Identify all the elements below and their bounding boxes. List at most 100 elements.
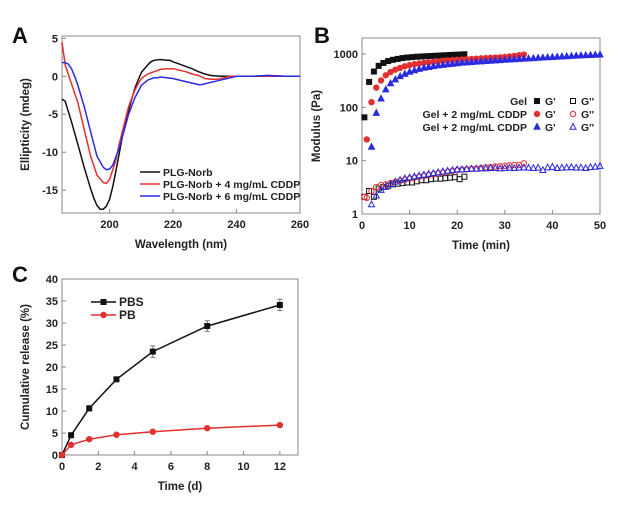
y-tick-label: 40 (46, 274, 58, 286)
legend-g-double-prime: G'' (581, 109, 594, 121)
data-point (481, 56, 490, 65)
data-point (524, 54, 533, 62)
series-line-2 (61, 41, 300, 185)
x-tick-label: 40 (546, 220, 558, 232)
data-point (539, 53, 547, 61)
data-point (472, 57, 481, 65)
data-point (461, 173, 468, 180)
data-point (442, 52, 449, 59)
data-point (434, 167, 442, 176)
data-point (562, 163, 571, 171)
data-point (367, 142, 376, 150)
data-point (591, 162, 600, 170)
data-point (276, 421, 284, 429)
data-point (58, 451, 66, 459)
data-point (432, 52, 439, 59)
data-point (385, 58, 392, 65)
data-point (458, 58, 466, 66)
plot-frame (61, 35, 301, 214)
data-point (524, 163, 533, 171)
legend-label: Gel + 2 mg/mL CDDP (422, 109, 527, 121)
data-point (448, 59, 457, 67)
data-point (510, 163, 519, 171)
data-point (394, 55, 401, 62)
panel-c-chart: 0 2 4 6 8 10 12 0 5 10 15 20 25 30 35 40 Time (d) Cumulat… (20, 274, 299, 493)
data-point (399, 55, 406, 62)
y-tick-label: 35 (46, 296, 58, 308)
data-point (429, 168, 438, 176)
data-point (567, 162, 576, 171)
y-tick-label: 0 (52, 71, 58, 83)
data-point (366, 78, 373, 85)
data-point (424, 169, 433, 177)
data-point (548, 52, 557, 60)
data-point (276, 301, 283, 308)
x-tick-label: 220 (164, 219, 182, 231)
x-tick-label: 12 (274, 461, 286, 473)
data-point (408, 54, 415, 61)
x-tick-label: 20 (451, 220, 463, 232)
data-point (423, 53, 430, 60)
x-tick-label: 6 (168, 461, 174, 473)
data-point (534, 53, 542, 61)
data-point (543, 52, 552, 61)
data-point (389, 56, 396, 63)
data-point (515, 163, 523, 171)
y-tick-label: -15 (42, 185, 58, 197)
data-point (453, 165, 462, 173)
data-point (443, 166, 452, 174)
data-point (363, 136, 370, 143)
x-tick-label: 0 (359, 220, 365, 232)
y-tick-label: 20 (46, 362, 58, 374)
data-point (149, 348, 156, 355)
x-tick-label: 4 (132, 461, 139, 473)
panel-label-a: A (12, 23, 28, 48)
data-point (558, 52, 566, 60)
data-point (113, 376, 120, 383)
legend-g-prime: G' (545, 96, 556, 108)
data-point (596, 161, 604, 169)
data-point (413, 53, 420, 60)
legend-marker (570, 98, 576, 104)
legend-marker (569, 110, 577, 118)
x-tick-label: 50 (594, 220, 606, 232)
data-point (456, 176, 463, 183)
data-point (204, 424, 211, 432)
plot-frame (361, 37, 601, 215)
data-point (462, 58, 471, 66)
legend-marker (534, 98, 540, 104)
data-point (377, 94, 385, 102)
data-point (401, 69, 409, 77)
legend-label: Gel + 2 mg/mL CDDP (422, 122, 527, 134)
data-point (437, 175, 444, 182)
data-point (367, 200, 376, 208)
data-point (420, 170, 428, 178)
x-axis-label: Wavelength (nm) (135, 239, 227, 251)
data-point (500, 55, 509, 63)
data-point (496, 162, 504, 170)
data-point (510, 54, 519, 63)
data-point (375, 62, 382, 69)
legend-label: PB (119, 308, 136, 322)
data-point (553, 52, 561, 60)
data-point (451, 174, 458, 181)
x-tick-label: 30 (499, 220, 511, 232)
data-point (572, 51, 581, 59)
data-point (572, 163, 581, 171)
data-point (372, 191, 381, 199)
data-point (458, 165, 466, 173)
data-point (373, 84, 380, 91)
data-point (363, 194, 370, 202)
data-point (581, 163, 590, 171)
data-point (68, 432, 75, 439)
legend-label: PLG-Norb (163, 167, 213, 179)
legend-marker (569, 122, 577, 130)
data-point (405, 173, 414, 181)
data-point (529, 53, 538, 62)
legend-marker (533, 122, 541, 130)
data-point (558, 163, 566, 171)
data-point (443, 59, 452, 68)
data-point (500, 163, 509, 171)
data-point (439, 167, 447, 175)
data-point (491, 56, 500, 64)
